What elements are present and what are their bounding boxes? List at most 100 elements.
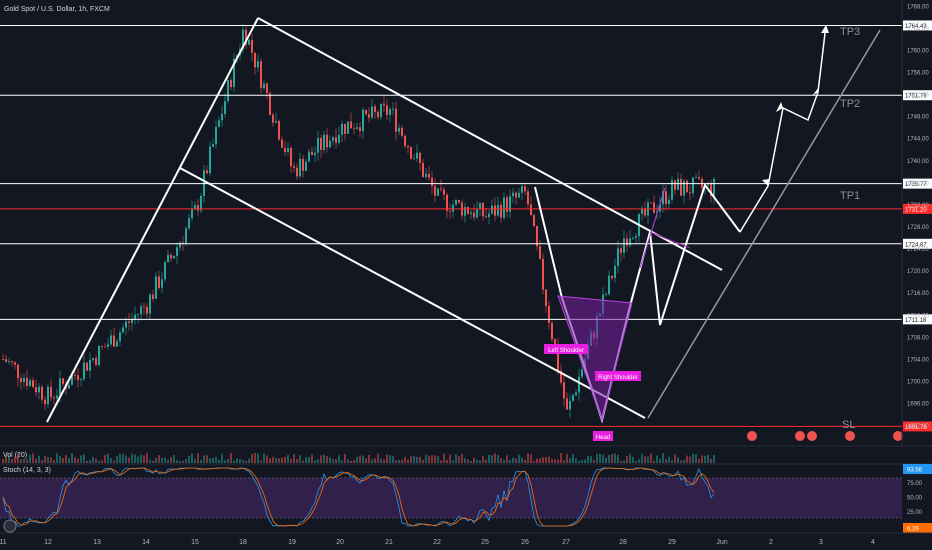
candle-body xyxy=(197,205,199,211)
candle-body xyxy=(569,400,571,410)
candles-layer xyxy=(2,23,715,418)
volume-bar xyxy=(641,453,643,463)
volume-bar xyxy=(11,459,13,463)
volume-bar xyxy=(422,460,424,463)
price-tick-label: 1720.00 xyxy=(907,269,929,275)
volume-bar xyxy=(278,458,280,463)
candle-body xyxy=(143,306,145,308)
price-tick-label: 1692.00 xyxy=(907,424,929,430)
candle-body xyxy=(683,180,685,196)
sl-label: SL xyxy=(842,419,855,431)
event-icon[interactable] xyxy=(795,431,805,441)
volume-bar xyxy=(428,455,430,463)
arrow-head-tp2-a xyxy=(776,102,783,112)
candle-body xyxy=(671,180,673,200)
candle-body xyxy=(62,378,64,384)
candle-body xyxy=(35,387,37,393)
volume-bar xyxy=(308,457,310,463)
volume-bar xyxy=(125,455,127,463)
volume-bar xyxy=(155,457,157,463)
event-icon[interactable] xyxy=(893,431,903,441)
volume-bar xyxy=(323,454,325,463)
volume-bar xyxy=(449,454,451,463)
price-level-label: 1764.43 xyxy=(905,24,927,30)
candle-body xyxy=(695,177,697,179)
candle-body xyxy=(407,145,409,148)
candle-body xyxy=(170,254,172,259)
candle-body xyxy=(221,114,223,121)
candle-body xyxy=(386,105,388,116)
volume-bar xyxy=(440,460,442,463)
candle-body xyxy=(614,265,616,279)
time-tick-label: 28 xyxy=(619,539,627,546)
volume-bar xyxy=(602,454,604,463)
candle-body xyxy=(263,83,265,89)
arrow-head-tp2-b xyxy=(812,87,819,96)
candle-body xyxy=(26,377,28,386)
candle-body xyxy=(356,127,358,129)
arrow-head-tp1 xyxy=(762,179,770,186)
volume-bar xyxy=(479,460,481,463)
candle-body xyxy=(500,204,502,218)
candle-body xyxy=(425,173,427,177)
time-axis[interactable]: 11 12 13 14 15 18 19 20 21 22 25 26 27 28 29 Jun 2 3 4 xyxy=(0,539,875,546)
event-icon[interactable] xyxy=(807,431,817,441)
volume-bar xyxy=(182,460,184,463)
volume-bar xyxy=(221,453,223,463)
candle-body xyxy=(347,121,349,134)
volume-bar xyxy=(389,454,391,463)
volume-bar xyxy=(566,453,568,463)
volume-bar xyxy=(332,459,334,463)
volume-bar xyxy=(575,458,577,463)
volume-bar xyxy=(578,460,580,463)
volume-bar xyxy=(305,457,307,463)
tradingview-logo-icon[interactable] xyxy=(3,519,17,533)
projection-path xyxy=(739,24,827,233)
candle-body xyxy=(410,147,412,159)
volume-bar xyxy=(35,459,37,463)
volume-bar xyxy=(518,454,520,463)
volume-bar xyxy=(77,458,79,463)
volume-bar xyxy=(455,454,457,463)
event-markers[interactable] xyxy=(747,431,903,441)
candle-body xyxy=(449,210,451,212)
candle-body xyxy=(536,226,538,247)
volume-bar xyxy=(695,454,697,463)
candle-body xyxy=(530,204,532,216)
candle-body xyxy=(368,114,370,118)
candle-body xyxy=(608,275,610,295)
event-icon[interactable] xyxy=(747,431,757,441)
volume-bar xyxy=(239,459,241,463)
volume-bar xyxy=(293,454,295,463)
time-tick-label: 15 xyxy=(191,539,199,546)
candle-body xyxy=(389,109,391,116)
candle-body xyxy=(335,137,337,143)
volume-bar xyxy=(551,458,553,463)
event-icon[interactable] xyxy=(845,431,855,441)
volume-bar xyxy=(524,459,526,463)
candle-body xyxy=(527,191,529,205)
candle-body xyxy=(518,192,520,198)
volume-bar xyxy=(341,460,343,463)
volume-bar xyxy=(203,455,205,463)
candle-body xyxy=(80,379,82,381)
candle-body xyxy=(380,103,382,118)
candle-body xyxy=(302,158,304,171)
candle-body xyxy=(332,137,334,141)
price-axis[interactable]: 1768.00 1764.00 1760.00 1756.00 1752.00 1748.… xyxy=(901,0,929,446)
volume-bar xyxy=(137,456,139,463)
volume-bar xyxy=(362,455,364,463)
candle-body xyxy=(11,361,13,363)
candle-body xyxy=(119,332,121,342)
candle-body xyxy=(242,29,244,49)
volume-bar xyxy=(632,456,634,463)
volume-bar xyxy=(458,456,460,463)
candle-body xyxy=(110,335,112,345)
volume-bar xyxy=(92,457,94,463)
volume-bar xyxy=(527,453,529,463)
candle-body xyxy=(533,215,535,227)
stoch-value-label: 93.56 xyxy=(907,468,923,474)
candle-body xyxy=(497,204,499,216)
volume-bar xyxy=(659,458,661,463)
